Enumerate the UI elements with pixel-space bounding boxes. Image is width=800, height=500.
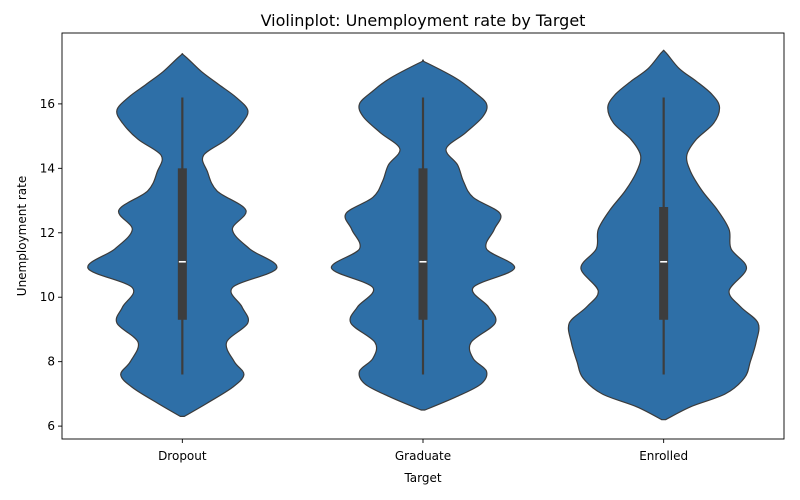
y-axis-label: Unemployment rate [15, 176, 29, 296]
boxes-group [177, 97, 669, 375]
x-tick-label-graduate: Graduate [395, 449, 451, 463]
y-axis: 6 8 10 12 14 16 [40, 97, 62, 433]
y-tick-label: 10 [40, 290, 55, 304]
x-axis: Dropout Graduate Enrolled [158, 439, 688, 463]
iqr-box-dropout [177, 168, 187, 320]
y-tick-label: 14 [40, 161, 55, 175]
y-tick-label: 16 [40, 97, 55, 111]
x-tick-label-enrolled: Enrolled [639, 449, 688, 463]
x-tick-label-dropout: Dropout [158, 449, 207, 463]
y-tick-label: 12 [40, 226, 55, 240]
y-tick-label: 6 [47, 419, 55, 433]
iqr-box-graduate [418, 168, 428, 320]
x-axis-label: Target [403, 471, 441, 485]
chart-title: Violinplot: Unemployment rate by Target [261, 11, 586, 30]
y-tick-label: 8 [47, 355, 55, 369]
iqr-box-enrolled [659, 207, 669, 320]
